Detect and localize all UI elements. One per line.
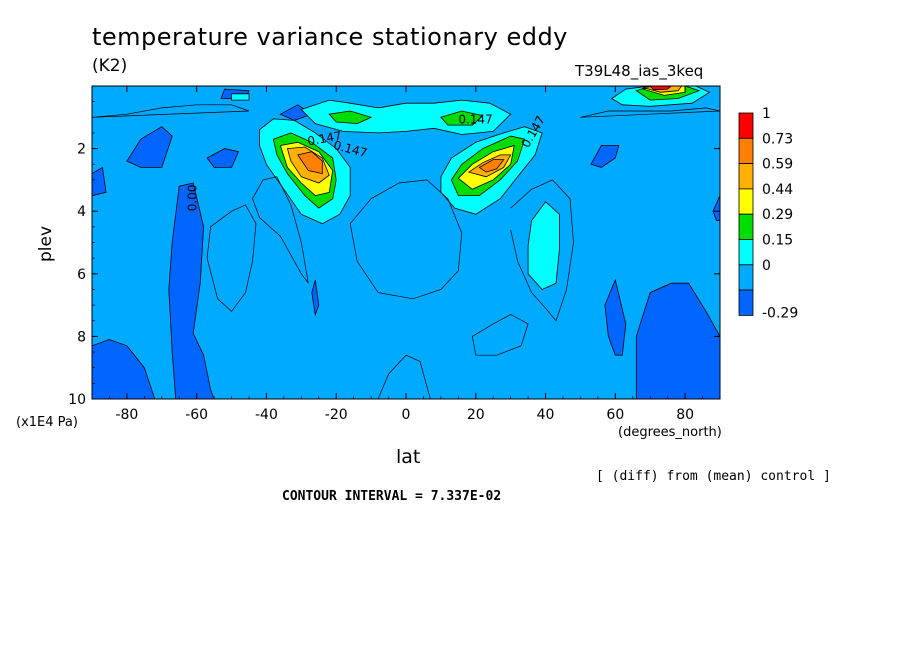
x-tick-label: 80: [676, 407, 694, 423]
colorbar-label: -0.29: [762, 305, 798, 321]
x-tick-label: 0: [402, 407, 411, 423]
colorbar-swatch: [738, 163, 754, 190]
colorbar: 1 0.73 0.59 0.44 0.29 0.15 0 -0.29: [738, 106, 798, 321]
x-axis-units: (degrees_north): [618, 425, 722, 440]
contour-interval: CONTOUR INTERVAL = 7.337E-02: [282, 489, 502, 504]
colorbar-label: 0: [762, 258, 771, 274]
x-tick-label: -80: [115, 407, 138, 423]
chart-units: (K2): [92, 56, 128, 76]
contour-line: [510, 179, 574, 322]
x-axis-label: lat: [396, 446, 421, 468]
colorbar-swatch: [738, 239, 754, 266]
y-axis-label: plev: [36, 225, 56, 262]
y-axis: 2 4 6 8 10: [68, 85, 720, 408]
contour-line: [92, 104, 250, 118]
diff-note: [ (diff) from (mean) control ]: [596, 469, 831, 484]
negative-region: [604, 278, 627, 356]
x-tick-label: 40: [537, 407, 555, 423]
colorbar-label: 0.44: [762, 182, 793, 198]
positive-region: [297, 151, 323, 175]
negative-region: [126, 126, 173, 168]
colorbar-label: 0.59: [762, 157, 793, 173]
contour-label: 0.147: [306, 129, 342, 149]
positive-region: [527, 201, 560, 290]
positive-region: [478, 159, 505, 173]
positive-region: [328, 110, 373, 125]
contour-label: 0.00: [186, 184, 200, 211]
colorbar-swatch: [738, 137, 754, 165]
y-tick-label: 2: [77, 142, 86, 158]
negative-region: [168, 182, 215, 399]
x-tick-label: -60: [185, 407, 208, 423]
x-tick-label: 20: [467, 407, 485, 423]
colorbar-label: 0.73: [762, 131, 793, 147]
contour-line: [206, 204, 257, 312]
y-tick-label: 4: [77, 204, 86, 220]
colorbar-label: 1: [762, 106, 771, 122]
colorbar-swatch: [738, 112, 754, 139]
colorbar-swatch: [738, 188, 754, 215]
contour-line: [377, 354, 431, 399]
negative-region: [311, 279, 320, 317]
y-tick-label: 10: [68, 392, 86, 408]
positive-region: [231, 93, 250, 101]
negative-region: [92, 166, 107, 197]
negative-region: [206, 148, 240, 168]
positive-region: [300, 99, 512, 135]
negative-region: [590, 145, 620, 168]
x-tick-label: -40: [255, 407, 278, 423]
contour-line: [252, 176, 309, 284]
negative-region: [712, 195, 720, 221]
x-axis: -80 -60 -40 -20 0 20 40 60 80: [91, 86, 721, 423]
colorbar-swatch: [738, 213, 754, 240]
contour-line: [580, 107, 720, 118]
y-tick-label: 6: [77, 267, 86, 283]
contour-line: [471, 314, 529, 356]
x-tick-label: 60: [606, 407, 624, 423]
x-tick-label: -20: [325, 407, 348, 423]
contour-line: [349, 179, 463, 300]
contour-label: 0.147: [458, 113, 492, 127]
run-label: T39L48_ias_3keq: [575, 62, 704, 80]
negative-region: [635, 282, 720, 399]
negative-region: [92, 339, 156, 399]
y-axis-units: (x1E4 Pa): [16, 415, 78, 430]
positive-region: [440, 110, 484, 126]
contour-regions: [92, 86, 720, 399]
chart-title: temperature variance stationary eddy: [92, 23, 568, 51]
colorbar-swatch: [738, 289, 754, 316]
colorbar-label: 0.15: [762, 233, 793, 249]
colorbar-label: 0.29: [762, 207, 793, 223]
colorbar-swatch: [738, 264, 754, 291]
y-tick-label: 8: [77, 329, 86, 345]
maximum-region: [649, 86, 672, 91]
